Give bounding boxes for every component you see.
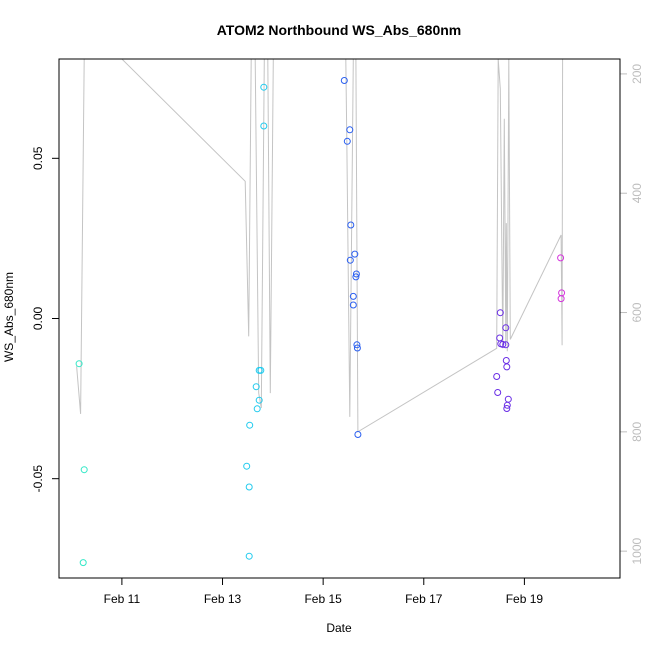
y-tick-label: 0.00 — [31, 306, 45, 330]
data-point — [349, 292, 357, 300]
data-point — [75, 360, 83, 368]
chart-title: ATOM2 Northbound WS_Abs_680nm — [217, 22, 462, 38]
data-point — [349, 301, 357, 309]
right-tick-label: 600 — [630, 302, 644, 322]
data-point — [352, 270, 360, 278]
data-point — [245, 483, 253, 491]
x-tick-label: Feb 15 — [304, 592, 342, 606]
data-point — [343, 137, 351, 145]
data-point — [351, 250, 359, 258]
right-tick-label: 200 — [630, 64, 644, 84]
data-point — [346, 126, 354, 134]
y-axis-label: WS_Abs_680nm — [2, 272, 16, 362]
right-axis: 200 400 600 800 1000 — [620, 64, 644, 565]
data-point — [252, 383, 260, 391]
x-tick-label: Feb 13 — [204, 592, 242, 606]
data-point — [353, 341, 361, 349]
x-tick-label: Feb 11 — [104, 592, 141, 606]
data-point — [502, 341, 510, 349]
data-points — [75, 77, 566, 567]
x-axis: Feb 11 Feb 13 Feb 15 Feb 17 Feb 19 — [104, 578, 544, 606]
data-point — [243, 462, 251, 470]
data-point — [245, 552, 253, 560]
data-point — [557, 254, 565, 262]
data-point — [353, 344, 361, 352]
data-point — [354, 431, 362, 438]
x-tick-label: Feb 17 — [405, 592, 443, 606]
data-point — [246, 421, 254, 429]
data-point — [80, 466, 88, 474]
data-point — [504, 395, 512, 403]
data-point — [502, 324, 510, 332]
right-tick-label: 1000 — [630, 537, 644, 564]
data-point — [79, 559, 87, 567]
data-point — [347, 221, 355, 229]
data-point — [260, 83, 268, 91]
data-point — [503, 405, 511, 412]
x-tick-label: Feb 19 — [506, 592, 544, 606]
data-point — [352, 273, 360, 281]
data-point — [503, 363, 511, 371]
right-tick-label: 800 — [630, 422, 644, 442]
data-point — [346, 256, 354, 264]
data-point — [255, 396, 263, 404]
data-point — [503, 401, 511, 409]
data-point — [260, 122, 268, 130]
depth-series — [76, 58, 564, 433]
data-point — [494, 389, 502, 396]
data-point — [496, 334, 504, 342]
data-point — [496, 309, 504, 317]
y-axis: -0.05 0.00 0.05 — [31, 146, 59, 492]
data-point — [502, 357, 510, 364]
data-point — [257, 366, 265, 374]
data-point — [253, 405, 261, 413]
y-tick-label: 0.05 — [31, 146, 45, 170]
x-axis-label: Date — [326, 621, 352, 635]
depth-line — [76, 58, 564, 433]
data-point — [557, 295, 565, 303]
right-tick-label: 400 — [630, 183, 644, 203]
data-point — [493, 373, 501, 380]
data-point — [499, 340, 507, 348]
plot-frame — [58, 58, 621, 579]
y-tick-label: -0.05 — [31, 465, 45, 493]
data-point — [340, 77, 348, 84]
